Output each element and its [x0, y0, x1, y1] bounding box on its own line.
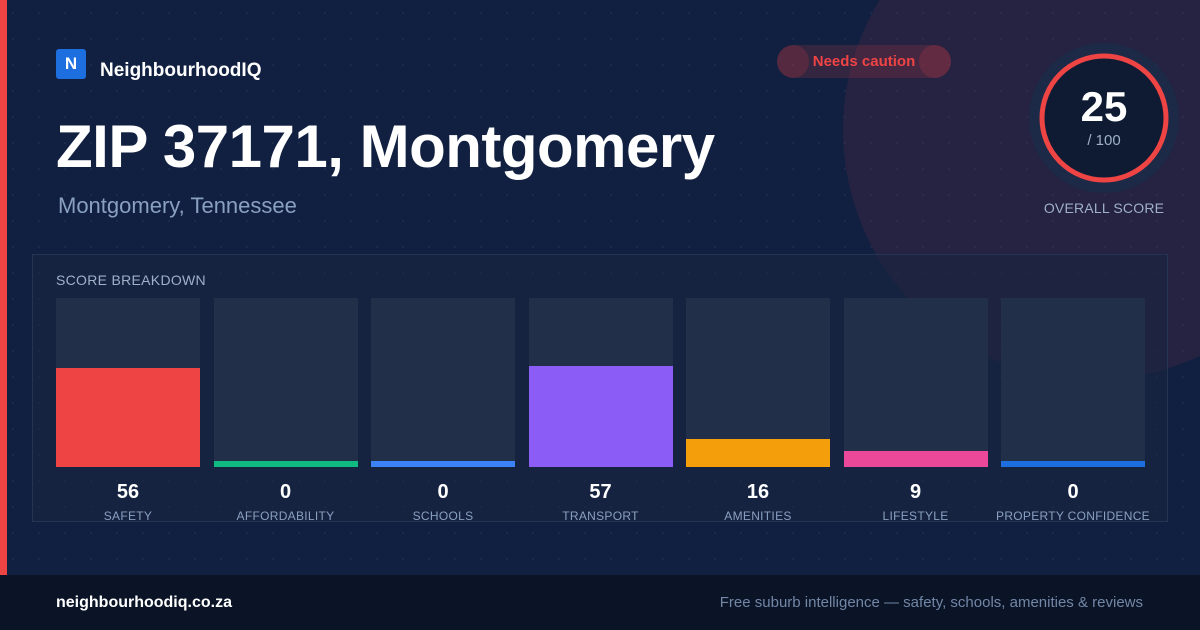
score-label: SAFETY — [103, 509, 153, 523]
score-bar-track — [56, 298, 200, 467]
footer-tagline: Free suburb intelligence — safety, schoo… — [719, 594, 1143, 611]
footer-url-link[interactable]: neighbourhoodiq.co.za — [56, 594, 232, 611]
score-value: 0 — [437, 481, 449, 503]
status-badge: Needs caution — [777, 45, 951, 78]
page-subtitle: Montgomery, Tennessee — [58, 193, 297, 218]
score-label: PROPERTY CONFIDENCE — [996, 509, 1150, 523]
score-bar-fill — [1001, 461, 1145, 467]
score-bar-fill — [213, 461, 358, 467]
score-breakdown-panel: SCORE BREAKDOWN 56 SAFETY 0 AFFORDABILITY 0 S… — [32, 254, 1168, 523]
score-breakdown-title: SCORE BREAKDOWN — [56, 272, 206, 288]
score-value: 0 — [279, 481, 292, 503]
accent-bar — [0, 0, 7, 575]
score-bar-fill — [371, 461, 515, 467]
score-value: 0 — [1067, 481, 1079, 503]
score-column-transport: 57 TRANSPORT — [528, 298, 673, 523]
score-bar-fill — [528, 366, 673, 467]
footer: neighbourhoodiq.co.za Free suburb intell… — [0, 575, 1200, 630]
score-value: 9 — [909, 481, 922, 503]
status-badge-label: Needs caution — [812, 53, 916, 70]
share-card: N NeighbourhoodIQ Needs caution ZIP 3717… — [0, 0, 1200, 575]
score-column-property-confidence: 0 PROPERTY CONFIDENCE — [996, 298, 1150, 523]
score-label: TRANSPORT — [562, 509, 639, 523]
score-label: AFFORDABILITY — [236, 509, 335, 523]
page-title: ZIP 37171, Montgomery — [56, 113, 715, 180]
score-value: 57 — [589, 481, 612, 503]
score-label: AMENITIES — [724, 509, 792, 523]
score-bar-track — [1001, 298, 1145, 467]
overall-score-label: OVERALL SCORE — [1043, 200, 1165, 216]
overall-score-value: 25 — [1080, 83, 1128, 130]
score-column-amenities: 16 AMENITIES — [686, 298, 830, 523]
brand-logo-icon: N — [56, 49, 86, 79]
score-ring-progress — [1039, 53, 1169, 183]
score-bar-track — [686, 298, 830, 467]
score-bar-fill — [56, 368, 200, 467]
score-value: 16 — [746, 481, 770, 503]
score-bar-track — [371, 298, 515, 467]
score-column-schools: 0 SCHOOLS — [371, 298, 515, 523]
brand[interactable]: N NeighbourhoodIQ — [56, 46, 261, 82]
score-bar-track — [213, 298, 358, 467]
brand-name: NeighbourhoodIQ — [100, 60, 262, 81]
score-ring-inner-bg — [1042, 56, 1166, 180]
score-value: 56 — [116, 481, 140, 503]
score-column-lifestyle: 9 LIFESTYLE — [843, 298, 988, 523]
overall-score-max: / 100 — [1087, 132, 1121, 149]
score-column-safety: 56 SAFETY — [56, 298, 200, 523]
score-bar-fill — [843, 451, 988, 467]
score-bar-fill — [686, 439, 830, 467]
score-label: SCHOOLS — [412, 509, 474, 523]
score-column-affordability: 0 AFFORDABILITY — [213, 298, 358, 523]
score-bar-track — [528, 298, 673, 467]
overall-score-ring — [1029, 43, 1179, 193]
score-label: LIFESTYLE — [882, 509, 949, 523]
score-breakdown-columns: 56 SAFETY 0 AFFORDABILITY 0 SCHOOLS 57 TRANSPOR… — [56, 298, 1150, 523]
score-bar-track — [843, 298, 988, 467]
